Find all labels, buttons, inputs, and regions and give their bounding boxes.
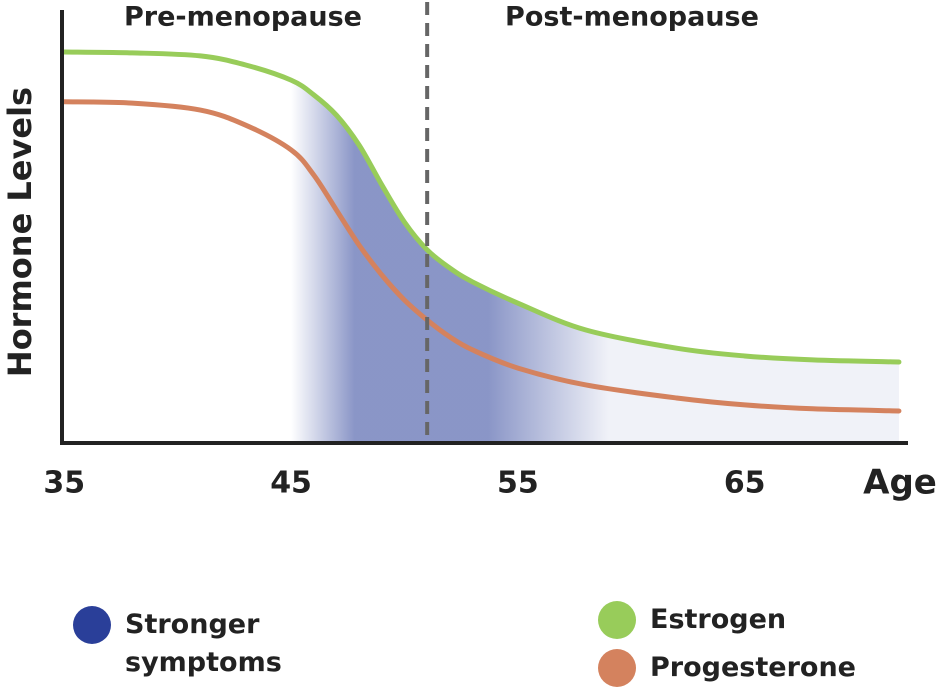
legend-label: Estrogen (650, 604, 787, 635)
x-tick-label: 35 (43, 466, 85, 501)
symptom-shading (64, 52, 899, 443)
legend-item: Estrogen (598, 601, 786, 639)
y-axis-label: Hormone Levels (1, 87, 39, 377)
x-tick-label: 55 (497, 466, 539, 501)
series-line (61, 49, 902, 365)
x-axis-label: Age (863, 463, 937, 503)
legend-label: Stronger symptoms (125, 609, 282, 678)
legend-label: Progesterone (650, 652, 856, 683)
region-label: Post-menopause (505, 2, 759, 33)
x-tick-label: 45 (270, 466, 312, 501)
legend-swatch (598, 601, 636, 639)
legend-swatch (598, 649, 636, 687)
series-line (61, 99, 902, 414)
legend-item: Progesterone (598, 649, 856, 687)
x-tick-label: 65 (724, 466, 766, 501)
region-label: Pre-menopause (124, 2, 362, 33)
legend-swatch (73, 606, 111, 644)
legend-item: Stronger symptoms (73, 606, 333, 682)
chart: Pre-menopause Post-menopause Age Hormone… (1, 2, 937, 503)
